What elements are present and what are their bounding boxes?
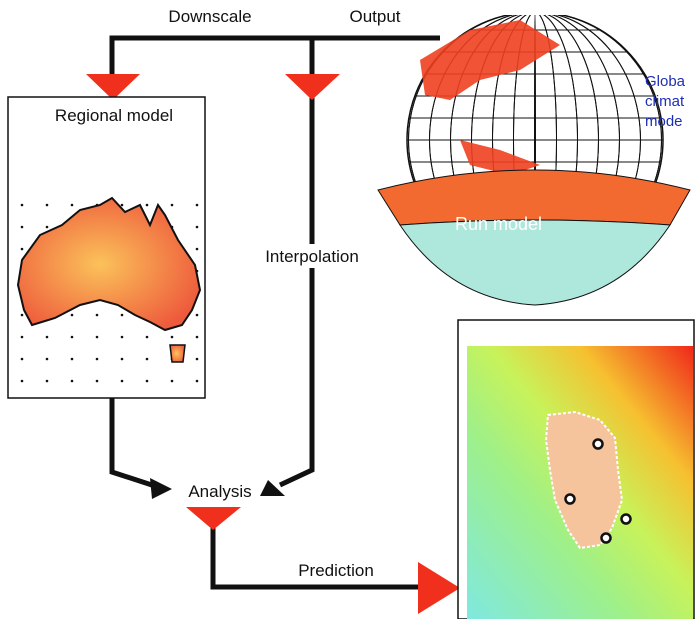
run-model-label: Run model [455, 214, 542, 234]
grid-dot [195, 313, 199, 317]
grid-dot [195, 225, 199, 229]
grid-dot [20, 357, 24, 361]
grid-dot [145, 379, 149, 383]
regional-model-label: Regional model [55, 106, 173, 125]
grid-dot [20, 335, 24, 339]
stations [564, 438, 632, 544]
grid-dot [70, 335, 74, 339]
grid-dot [195, 203, 199, 207]
grid-dot [145, 203, 149, 207]
downscale-label: Downscale [168, 7, 251, 26]
tasmania [169, 344, 186, 363]
grid-dot [195, 379, 199, 383]
grid-dot [195, 247, 199, 251]
grid-dot [45, 357, 49, 361]
grid-dot [170, 203, 174, 207]
grid-dot [45, 335, 49, 339]
grid-dot [95, 335, 99, 339]
grid-dot [145, 335, 149, 339]
grid-dot [70, 203, 74, 207]
grid-dot [120, 335, 124, 339]
grid-dot [20, 313, 24, 317]
grid-dot [20, 225, 24, 229]
grid-dot [45, 225, 49, 229]
grid-dot [120, 379, 124, 383]
grid-dot [70, 379, 74, 383]
grid-dot [170, 379, 174, 383]
grid-dot [120, 357, 124, 361]
grid-dot [145, 357, 149, 361]
grid-dot [95, 357, 99, 361]
grid-dot [195, 335, 199, 339]
interpolation-label: Interpolation [265, 247, 359, 266]
red-arrow [418, 562, 460, 614]
grid-dot [95, 313, 99, 317]
australia-map [16, 196, 202, 332]
arrow-head [260, 480, 285, 496]
global-model-label: Globa [645, 73, 686, 90]
grid-dot [20, 379, 24, 383]
grid-dot [95, 379, 99, 383]
red-triangle [186, 507, 241, 530]
grid-dot [20, 203, 24, 207]
grid-dot [20, 247, 24, 251]
grid-dot [120, 203, 124, 207]
prediction-label: Prediction [298, 561, 374, 580]
red-triangle [285, 74, 340, 100]
red-triangle [86, 74, 140, 100]
analysis-label: Analysis [188, 482, 251, 501]
globe [377, 15, 691, 306]
global-model-label: mode [645, 113, 683, 130]
global-model-label: climat [645, 93, 685, 110]
grid-dot [70, 357, 74, 361]
grid-dot [170, 335, 174, 339]
grid-dot [45, 203, 49, 207]
arrow-head [150, 478, 172, 499]
grid-dot [120, 313, 124, 317]
label-bg [255, 244, 367, 268]
output-label: Output [349, 7, 400, 26]
grid-dot [45, 379, 49, 383]
grid-dot [195, 357, 199, 361]
grid-dot [70, 313, 74, 317]
